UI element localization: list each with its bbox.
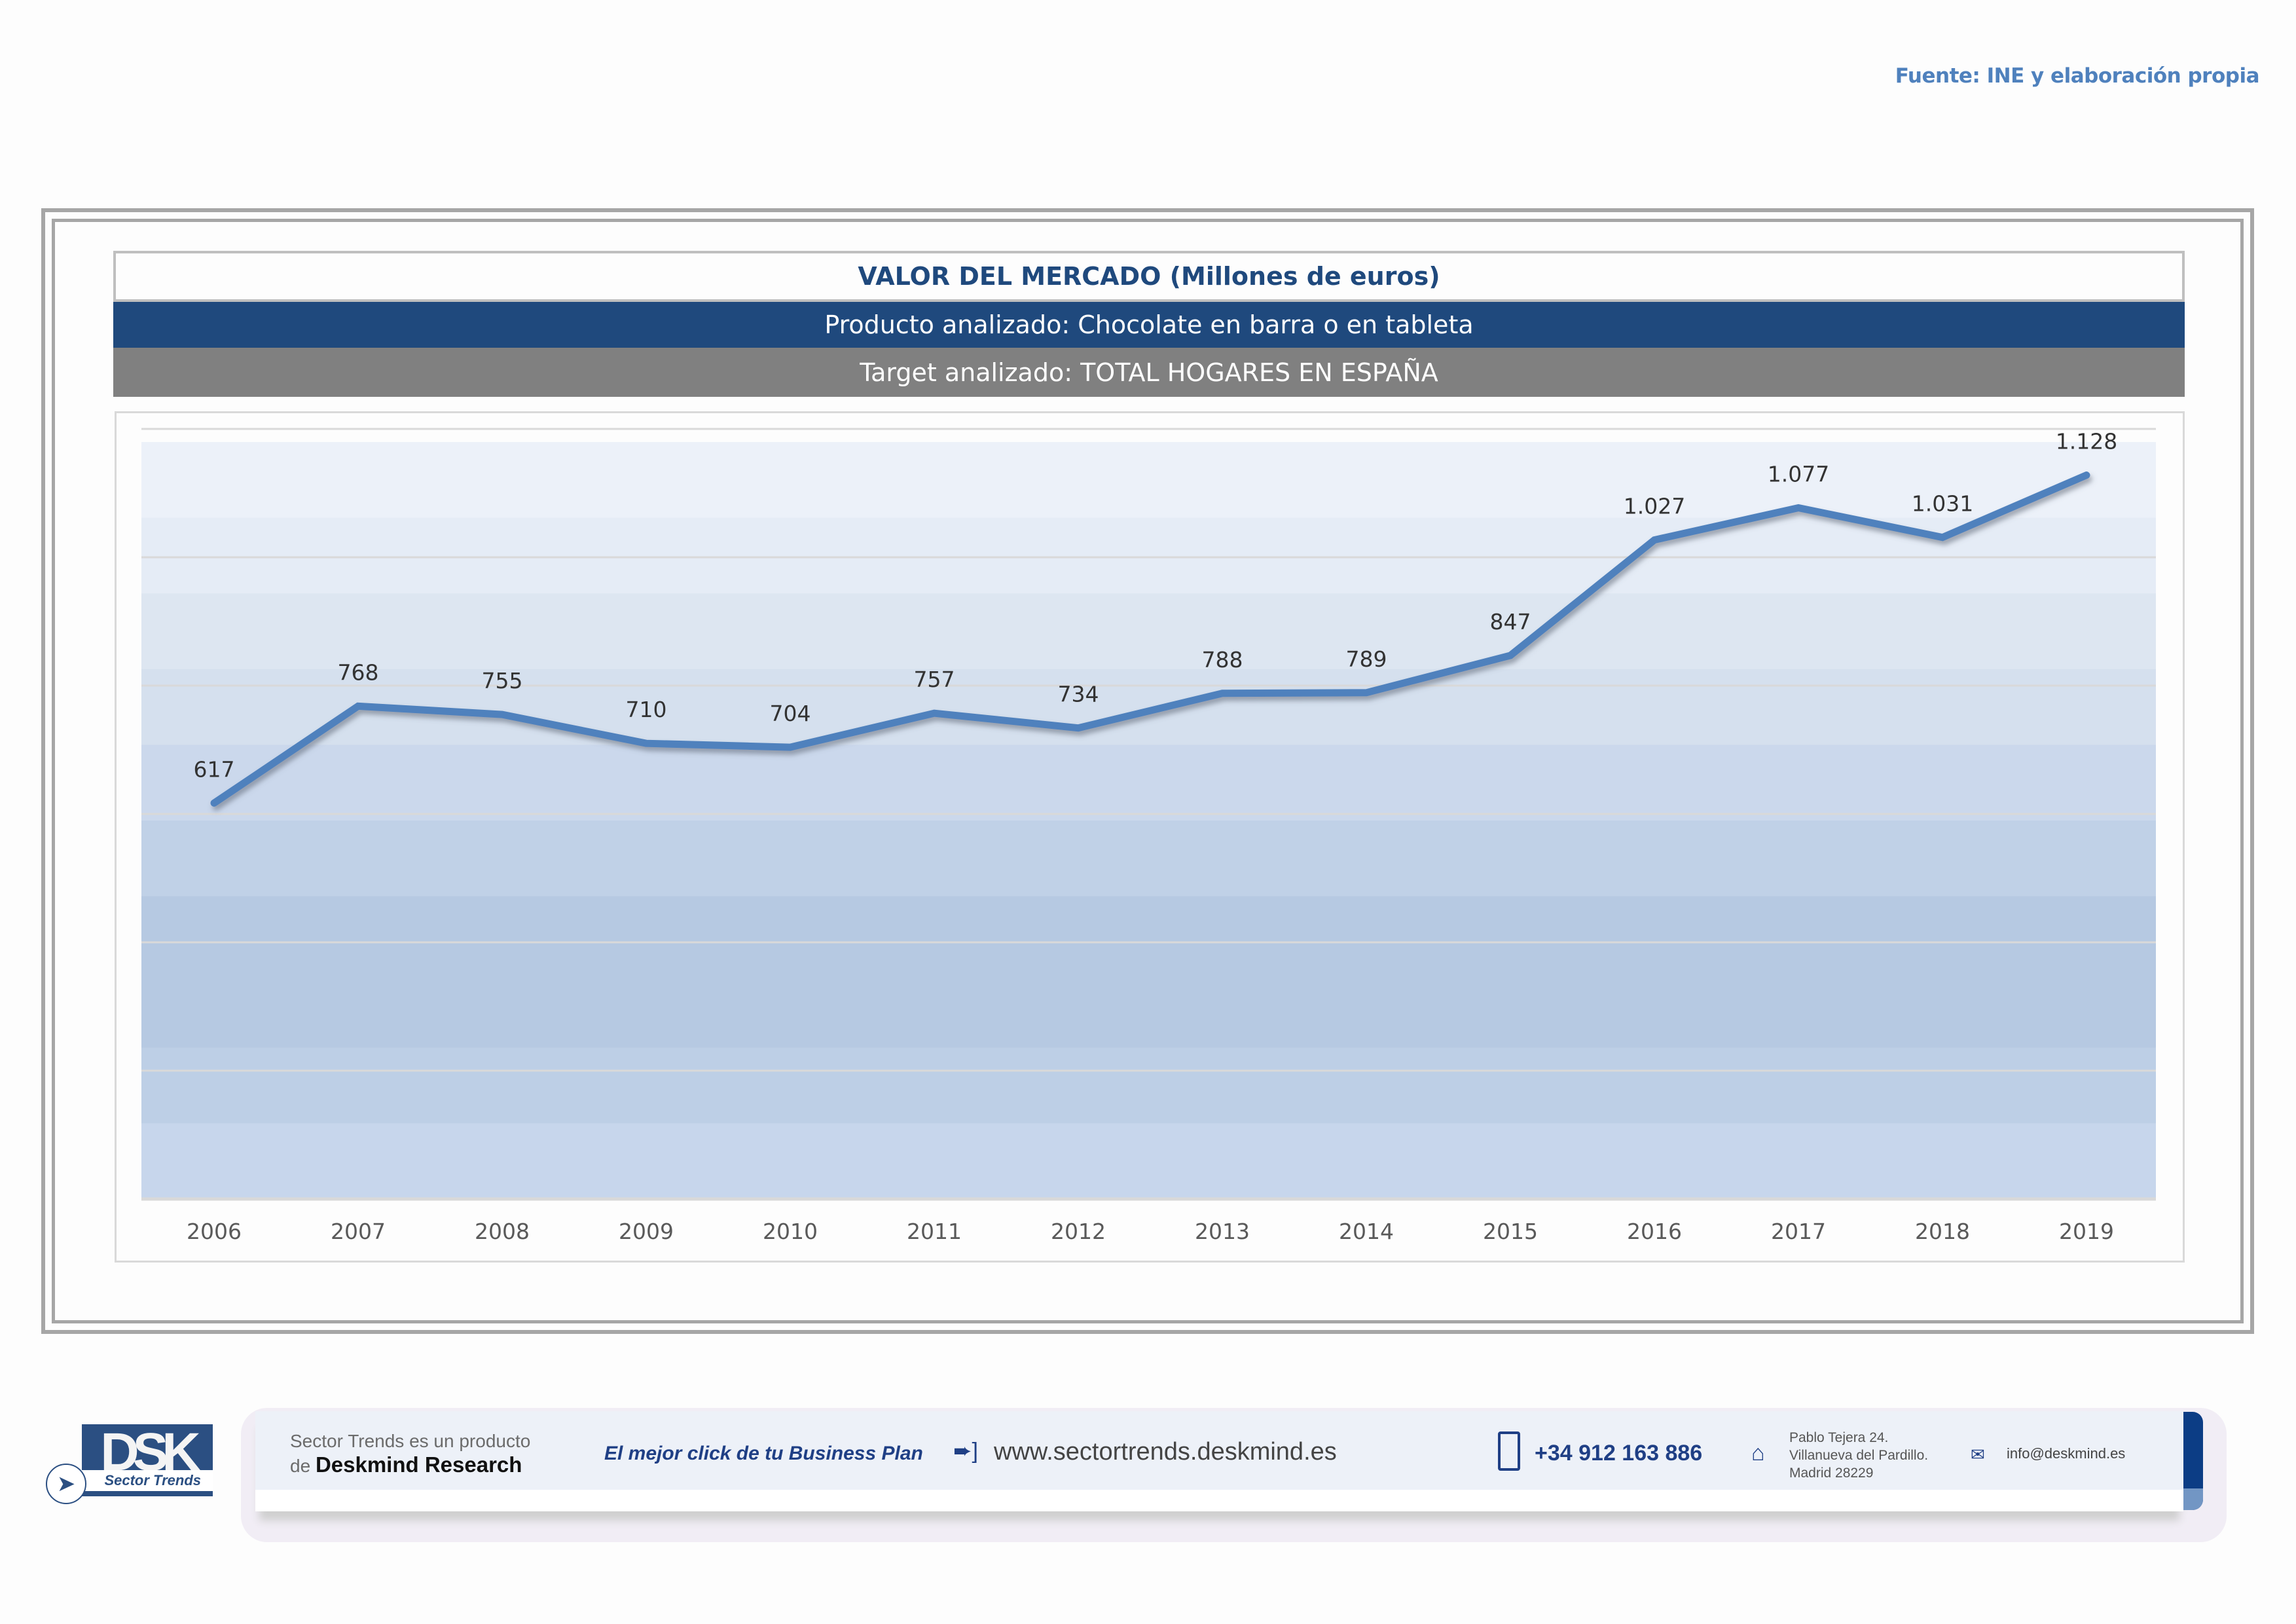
data-label: 789 <box>1346 646 1387 672</box>
dsk-logo: DSK Sector Trends ➤ <box>46 1422 219 1504</box>
x-axis-ticks: 2006 2007 2008 2009 2010 2011 2012 2013 2014 2015… <box>187 1219 2114 1244</box>
x-tick-label: 2006 <box>187 1219 242 1244</box>
data-label: 788 <box>1202 647 1243 673</box>
website-link[interactable]: www.sectortrends.deskmind.es <box>994 1438 1337 1466</box>
email-link[interactable]: info@deskmind.es <box>2007 1445 2126 1462</box>
background-band <box>141 1047 2156 1124</box>
data-label: 768 <box>338 659 379 685</box>
background-band <box>141 972 2156 1048</box>
brand-name: Deskmind Research <box>315 1452 522 1477</box>
background-band <box>141 1123 2156 1200</box>
background-band <box>141 517 2156 595</box>
x-tick-label: 2009 <box>619 1219 674 1244</box>
gridlines <box>141 428 2156 1201</box>
background-band <box>141 669 2156 746</box>
plot-background <box>141 442 2156 1200</box>
phone-number[interactable]: +34 912 163 886 <box>1535 1441 1703 1466</box>
x-tick-label: 2017 <box>1771 1219 1826 1244</box>
data-labels: 617 768 755 710 704 757 734 788 789 847 1.027 1.077… <box>194 429 2118 783</box>
x-tick-label: 2010 <box>763 1219 818 1244</box>
background-band <box>141 442 2156 519</box>
envelope-icon: ✉ <box>1971 1445 1985 1464</box>
data-label: 755 <box>482 668 523 693</box>
address: Pablo Tejera 24. Villanueva del Pardillo… <box>1789 1430 1929 1481</box>
data-label: 1.077 <box>1768 462 1829 487</box>
x-tick-label: 2013 <box>1195 1219 1250 1244</box>
slogan: El mejor click de tu Business Plan <box>604 1443 923 1464</box>
x-tick-label: 2014 <box>1339 1219 1394 1244</box>
series-line <box>210 471 2090 807</box>
background-band <box>141 896 2156 973</box>
chart-title-box: VALOR DEL MERCADO (Millones de euros) <box>113 251 2185 299</box>
data-label: 1.027 <box>1624 494 1685 519</box>
home-icon: ⌂ <box>1751 1441 1765 1466</box>
x-tick-label: 2007 <box>331 1219 386 1244</box>
footer-banner <box>255 1411 2183 1511</box>
product-line-1: Sector Trends es un producto <box>290 1431 531 1451</box>
target-bar: Target analizado: TOTAL HOGARES EN ESPAÑ… <box>113 348 2185 397</box>
background-band <box>141 745 2156 821</box>
product-bar: Producto analizado: Chocolate en barra o… <box>113 299 2185 348</box>
background-band <box>141 821 2156 897</box>
mobile-phone-icon <box>1498 1431 1520 1471</box>
data-label: 847 <box>1490 609 1531 635</box>
data-label: 710 <box>626 697 667 722</box>
logo-subtitle: Sector Trends <box>104 1472 201 1488</box>
arrow-right-icon: ➨] <box>953 1439 978 1464</box>
data-label: 617 <box>194 756 235 782</box>
data-label: 1.128 <box>2056 429 2117 454</box>
x-tick-label: 2008 <box>475 1219 530 1244</box>
x-tick-label: 2016 <box>1627 1219 1682 1244</box>
target-label: Target analizado: TOTAL HOGARES EN ESPAÑ… <box>860 358 1438 387</box>
background-band <box>141 593 2156 670</box>
data-label: 1.031 <box>1912 491 1973 517</box>
product-label: Producto analizado: Chocolate en barra o… <box>824 310 1474 339</box>
x-tick-label: 2018 <box>1915 1219 1970 1244</box>
x-tick-label: 2015 <box>1483 1219 1538 1244</box>
x-tick-label: 2011 <box>907 1219 962 1244</box>
footer-banner-tab <box>2183 1412 2203 1510</box>
x-tick-label: 2012 <box>1051 1219 1106 1244</box>
source-note: Fuente: INE y elaboración propia <box>1895 64 2260 88</box>
product-line-2: de Deskmind Research <box>290 1452 522 1477</box>
data-label: 757 <box>914 667 955 692</box>
data-label: 704 <box>770 701 811 726</box>
cursor-arrow-icon: ➤ <box>46 1464 86 1504</box>
data-label: 734 <box>1058 682 1099 707</box>
series-line-group <box>210 471 2090 807</box>
x-tick-label: 2019 <box>2059 1219 2114 1244</box>
chart-title: VALOR DEL MERCADO (Millones de euros) <box>858 262 1440 291</box>
